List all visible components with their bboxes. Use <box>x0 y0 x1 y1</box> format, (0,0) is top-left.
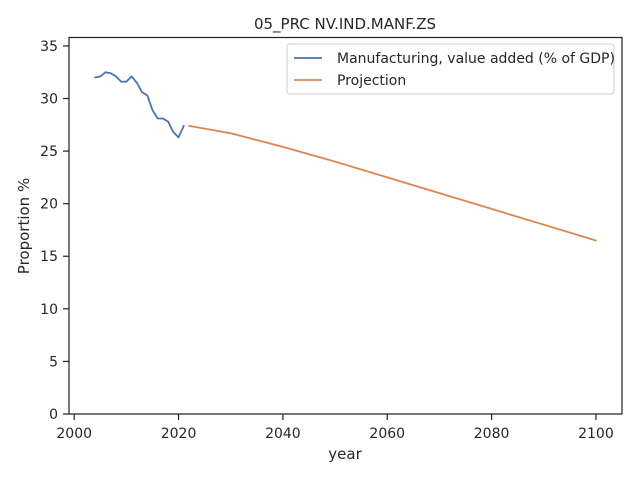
y-tick-label: 10 <box>40 302 58 318</box>
legend: Manufacturing, value added (% of GDP) Pr… <box>286 43 615 95</box>
legend-label-projection: Projection <box>337 73 406 89</box>
series-line-manufacturing <box>94 71 185 139</box>
x-tick-label: 2000 <box>56 426 92 442</box>
x-tick-label: 2100 <box>578 426 614 442</box>
x-axis-label: year <box>328 445 362 463</box>
y-tick-label: 25 <box>40 144 58 160</box>
y-tick-label: 30 <box>40 91 58 107</box>
x-tick-label: 2040 <box>265 426 301 442</box>
x-tick-label: 2060 <box>369 426 405 442</box>
y-tick-label: 0 <box>49 407 58 423</box>
x-tick-label: 2080 <box>474 426 510 442</box>
chart-title: 05_PRC NV.IND.MANF.ZS <box>254 15 436 34</box>
x-tick-label: 2020 <box>161 426 197 442</box>
legend-box <box>286 43 615 95</box>
y-tick-label: 15 <box>40 249 58 265</box>
series-line-projection <box>188 124 597 242</box>
y-tick-label: 5 <box>49 354 58 370</box>
axis-ticks: 2000 2020 2040 2060 2080 2100 0 5 10 15 20 25 30 35 <box>40 39 614 442</box>
series-lines <box>94 71 597 242</box>
legend-label-manufacturing: Manufacturing, value added (% of GDP) <box>337 51 615 67</box>
y-tick-label: 20 <box>40 197 58 213</box>
plot-frame <box>68 36 623 415</box>
y-axis-label: Proportion % <box>15 178 33 274</box>
y-tick-label: 35 <box>40 39 58 55</box>
